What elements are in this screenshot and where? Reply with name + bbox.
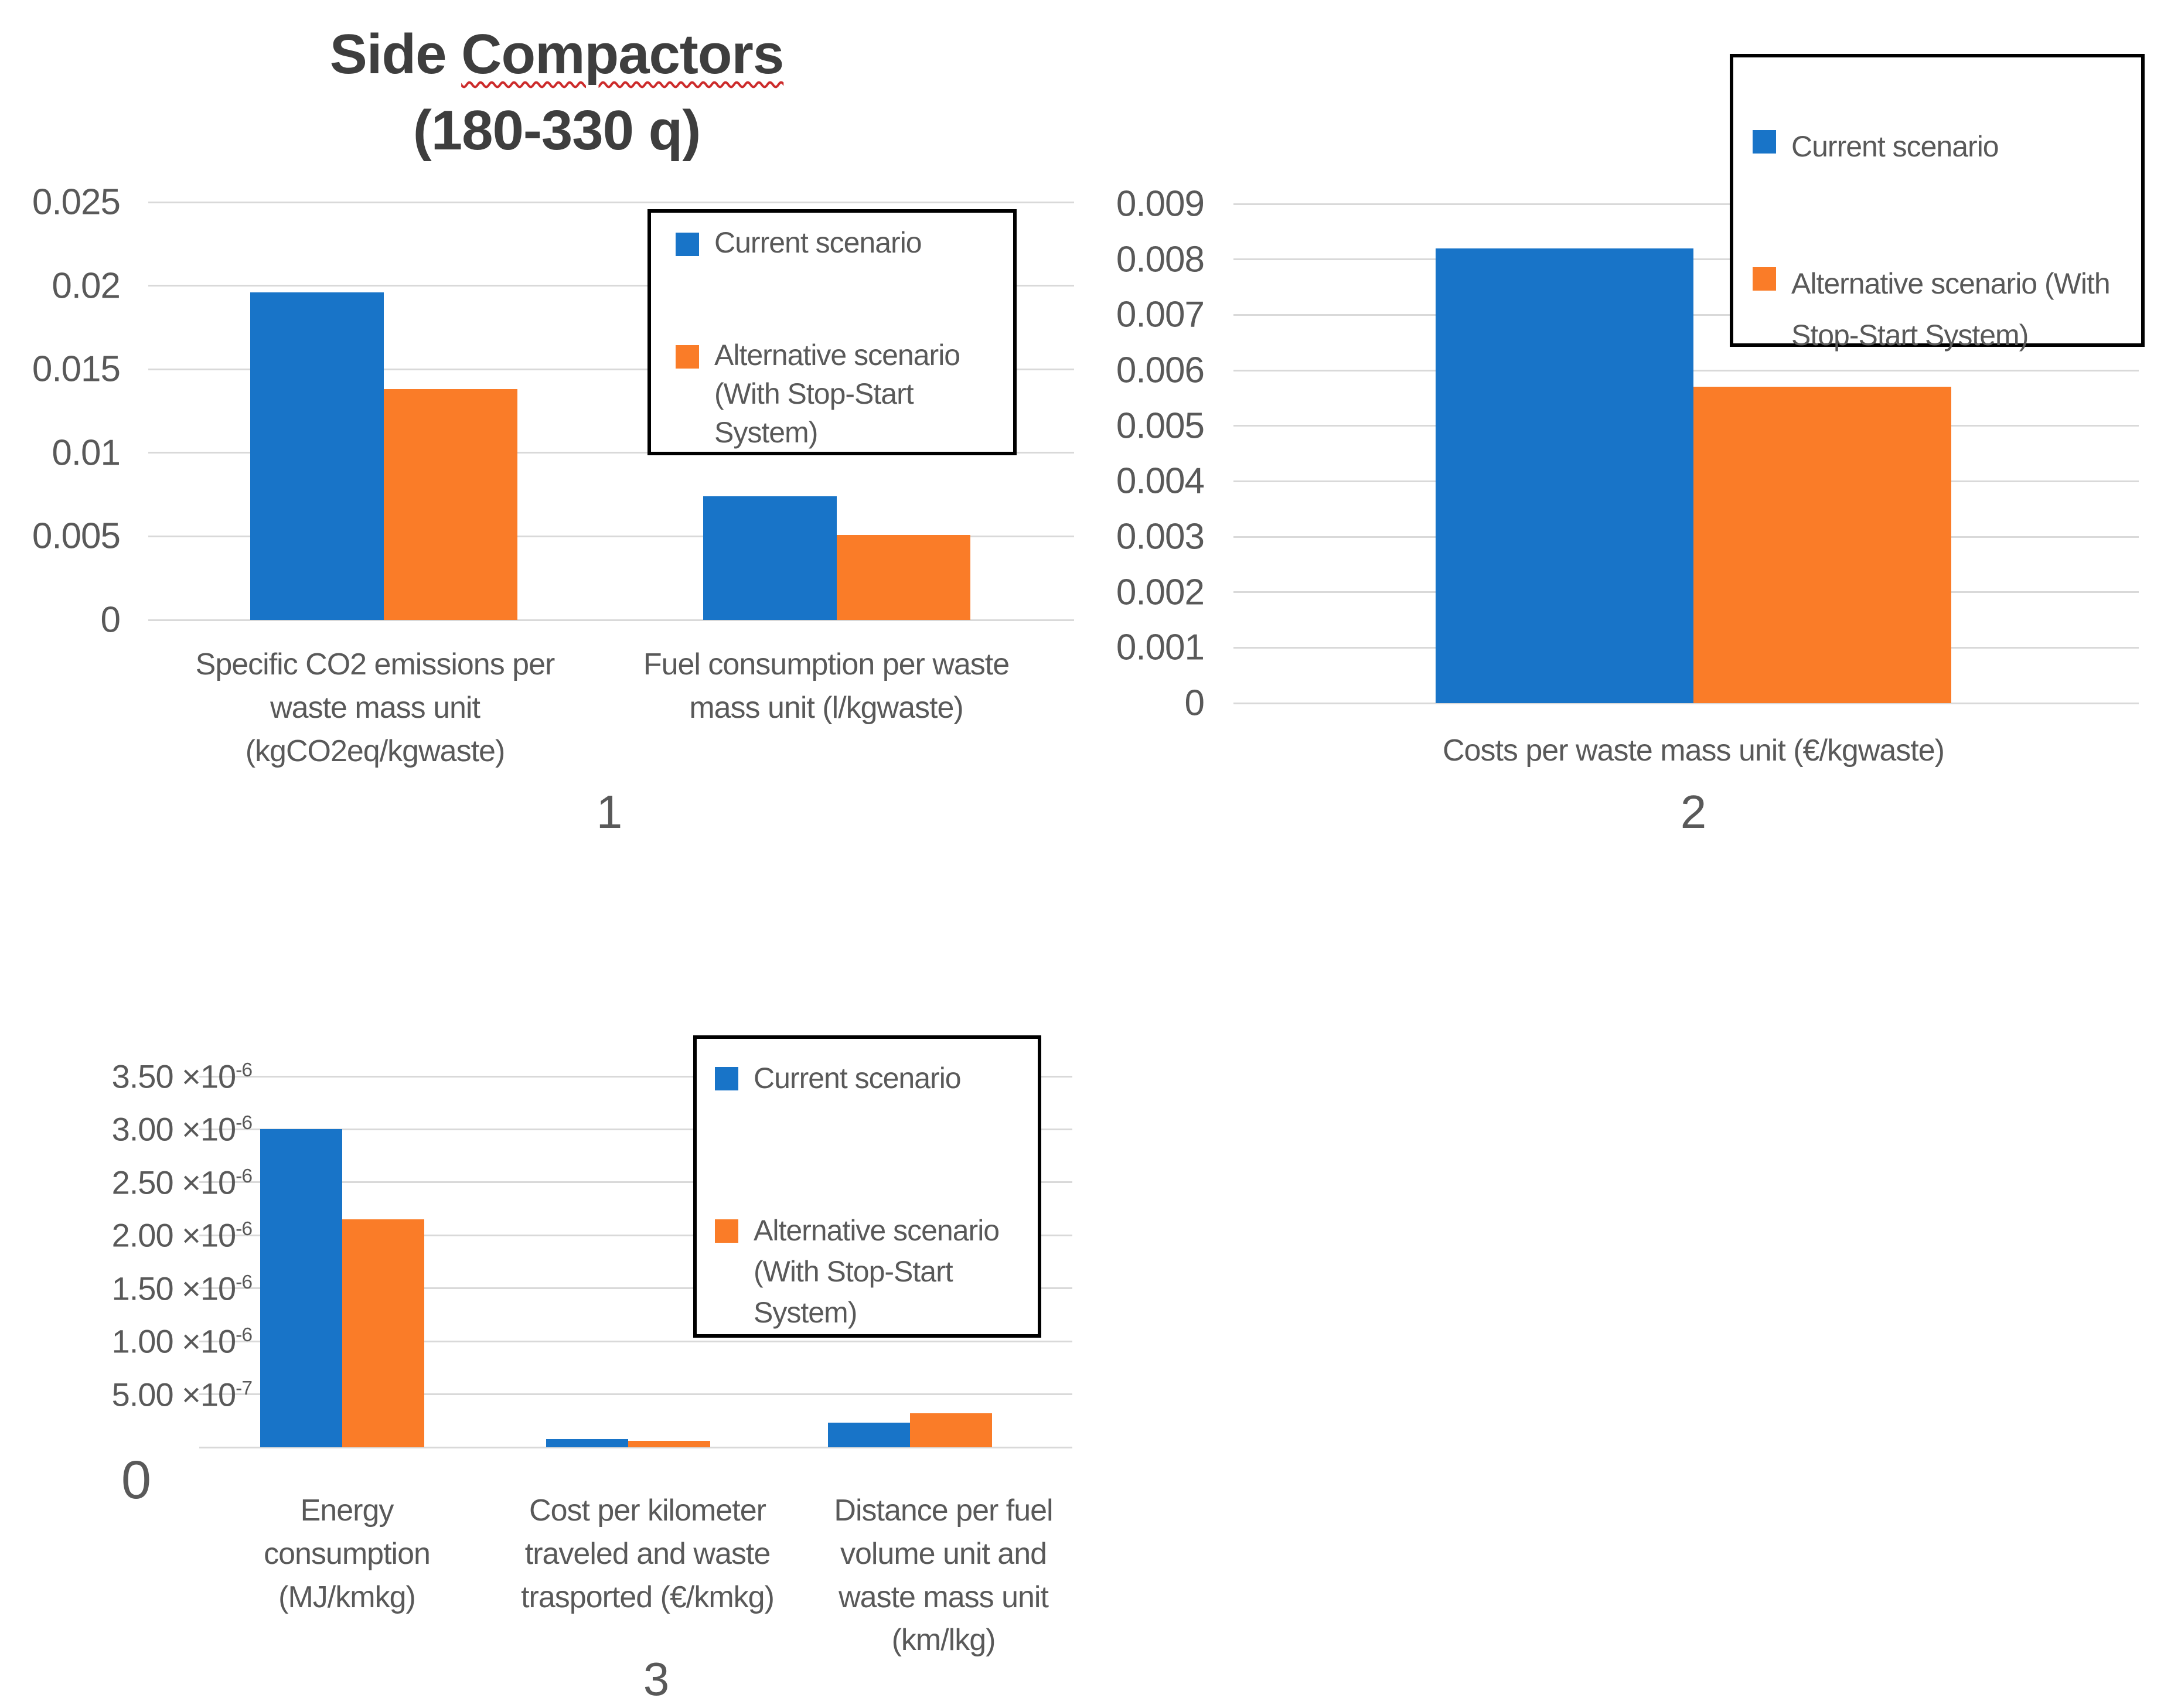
chart3-bar-current-scenario-group3 bbox=[828, 1423, 910, 1447]
chart3-y-axis-tick: 3.50 ×10-6 bbox=[111, 1058, 253, 1095]
chart2-category-label: Costs per waste mass unit (€/kgwaste) bbox=[1443, 734, 1945, 768]
chart1-y-axis-tick: 0.01 bbox=[52, 432, 121, 473]
chart3-y-axis-tick: 1.00 ×10-6 bbox=[111, 1322, 253, 1360]
chart2-axis-number-label: 2 bbox=[1680, 786, 1707, 838]
chart3-gridline bbox=[199, 1340, 1072, 1342]
chart1-axis-number-label: 1 bbox=[596, 786, 623, 838]
chart2-y-axis-tick: 0.008 bbox=[1116, 239, 1205, 280]
chart1-legend-item-current-scenario: Current scenario bbox=[676, 223, 922, 262]
legend-item-label: Current scenario bbox=[714, 226, 922, 259]
chart1-category-label: Specific CO2 emissions per waste mass uni… bbox=[195, 647, 555, 768]
chart1-y-axis-tick: 0 bbox=[100, 599, 121, 640]
chart3-legend-item-alternative-scenario: Alternative scenario (With Stop-Start Syst… bbox=[715, 1210, 1000, 1333]
chart2-legend-box: Current scenario Alternative scenario (Wi… bbox=[1730, 54, 2145, 352]
chart1-gridline bbox=[148, 452, 1074, 454]
chart1-title-line1: Side Compactors bbox=[223, 22, 891, 87]
alternative-scenario-swatch-icon bbox=[676, 345, 699, 369]
chart1-bar-alternative-scenario-group2 bbox=[837, 535, 970, 620]
title-word-side: Side bbox=[329, 23, 462, 86]
chart1-category-label: Fuel consumption per waste mass unit (l/k… bbox=[643, 647, 1010, 725]
chart3-legend-item-current-scenario: Current scenario bbox=[715, 1058, 962, 1099]
chart3-bar-alternative-scenario-group2 bbox=[628, 1441, 710, 1447]
chart3-category-label: Distance per fuel volume unit and waste ma… bbox=[834, 1494, 1053, 1658]
chart3-gridline bbox=[199, 1287, 1072, 1290]
chart1-legend-item-alternative-scenario: Alternative scenario (With Stop-Start Syst… bbox=[676, 336, 960, 452]
legend-item-label: Alternative scenario (With Stop-Start Syst… bbox=[754, 1214, 1000, 1329]
chart3-gridline bbox=[199, 1128, 1072, 1130]
chart1-gridline bbox=[148, 201, 1074, 203]
chart2-y-axis-tick: 0.001 bbox=[1116, 627, 1205, 668]
chart3-category-label: Cost per kilometer traveled and waste tras… bbox=[521, 1494, 775, 1614]
title-word-compactors-spellcheck: Compactors bbox=[461, 23, 784, 86]
chart3-y-axis-tick: 3.00 ×10-6 bbox=[111, 1110, 253, 1148]
chart2-gridline bbox=[1233, 203, 2139, 205]
chart2-y-axis-tick: 0.002 bbox=[1116, 572, 1205, 613]
chart3-gridline bbox=[199, 1234, 1072, 1236]
alternative-scenario-swatch-icon bbox=[715, 1219, 738, 1243]
chart3-legend-box: Current scenario Alternative scenario (Wit… bbox=[693, 1035, 1041, 1338]
chart3-y-axis-tick-zero: 0 bbox=[121, 1450, 151, 1510]
current-scenario-swatch-icon bbox=[715, 1067, 738, 1090]
chart3-gridline bbox=[199, 1446, 1072, 1448]
chart3-gridline bbox=[199, 1075, 1072, 1078]
chart2-legend-item-alternative-scenario: Alternative scenario (With Stop-Start Sys… bbox=[1753, 258, 2111, 361]
chart3-bar-alternative-scenario-group3 bbox=[910, 1413, 992, 1447]
alternative-scenario-swatch-icon bbox=[1753, 267, 1776, 291]
chart1-gridline bbox=[148, 535, 1074, 537]
chart3-y-axis-tick: 5.00 ×10-7 bbox=[111, 1376, 253, 1413]
chart2-bar-current-scenario-group1 bbox=[1436, 248, 1693, 703]
chart3-gridline bbox=[199, 1181, 1072, 1184]
chart2-legend-item-current-scenario: Current scenario bbox=[1753, 121, 1999, 172]
chart2-y-axis-tick: 0.003 bbox=[1116, 516, 1205, 557]
chart1-bar-alternative-scenario-group1 bbox=[384, 389, 517, 620]
current-scenario-swatch-icon bbox=[1753, 130, 1776, 154]
legend-item-label: Alternative scenario (With Stop-Start Syst… bbox=[714, 339, 960, 449]
chart3-bar-current-scenario-group2 bbox=[546, 1439, 628, 1447]
chart2-bar-alternative-scenario-group1 bbox=[1693, 387, 1951, 703]
legend-item-label: Current scenario bbox=[754, 1062, 962, 1095]
chart1-bar-current-scenario-group1 bbox=[250, 292, 384, 620]
chart2-y-axis-tick: 0.005 bbox=[1116, 405, 1205, 446]
chart3-category-label: Energy consumption (MJ/kmkg) bbox=[264, 1494, 431, 1614]
chart1-y-axis-tick: 0.02 bbox=[52, 265, 121, 306]
chart3-y-axis-tick: 1.50 ×10-6 bbox=[111, 1270, 253, 1307]
chart2-y-axis-tick: 0.007 bbox=[1116, 294, 1205, 335]
chart2-y-axis-tick: 0.004 bbox=[1116, 461, 1205, 502]
chart2-gridline bbox=[1233, 702, 2139, 704]
chart3-bar-current-scenario-group1 bbox=[260, 1129, 342, 1447]
chart1-y-axis-tick: 0.025 bbox=[32, 182, 121, 223]
current-scenario-swatch-icon bbox=[676, 233, 699, 256]
legend-item-label: Alternative scenario (With Stop-Start Sys… bbox=[1791, 267, 2111, 352]
chart1-gridline bbox=[148, 368, 1074, 370]
chart3-y-axis-tick: 2.00 ×10-6 bbox=[111, 1216, 253, 1254]
chart1-bar-current-scenario-group2 bbox=[703, 496, 837, 620]
chart3-gridline bbox=[199, 1393, 1072, 1396]
chart1-legend-box: Current scenario Alternative scenario (Wit… bbox=[647, 209, 1017, 455]
chart1-y-axis-tick: 0.005 bbox=[32, 516, 121, 557]
legend-item-label: Current scenario bbox=[1791, 130, 1999, 163]
chart1-y-axis-tick: 0.015 bbox=[32, 349, 121, 390]
chart2-y-axis-tick: 0.006 bbox=[1116, 350, 1205, 391]
chart3-bar-alternative-scenario-group1 bbox=[342, 1219, 424, 1447]
chart1-title-line2: (180-330 q) bbox=[413, 99, 701, 162]
chart2-y-axis-tick: 0 bbox=[1184, 683, 1205, 724]
chart1-gridline bbox=[148, 285, 1074, 287]
chart2-y-axis-tick: 0.009 bbox=[1116, 183, 1205, 224]
chart3-y-axis-tick: 2.50 ×10-6 bbox=[111, 1164, 253, 1201]
chart1-gridline bbox=[148, 619, 1074, 621]
chart3-axis-number-label: 3 bbox=[643, 1653, 670, 1705]
